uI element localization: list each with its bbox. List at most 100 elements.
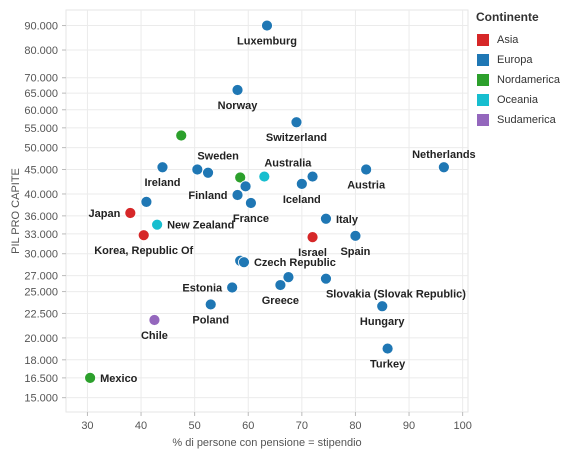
data-point[interactable] [148, 314, 161, 326]
legend-swatch [477, 54, 489, 66]
x-axis-title: % di persone con pensione = stipendio [172, 437, 361, 449]
legend-item-asia[interactable]: Asia [474, 30, 568, 50]
data-point[interactable] [156, 161, 169, 174]
y-tick-label: 27.000 [24, 271, 58, 283]
legend-item-oceania[interactable]: Oceania [474, 90, 568, 110]
x-tick-label: 80 [349, 420, 361, 432]
data-points [84, 19, 450, 384]
data-point[interactable] [234, 171, 247, 184]
y-tick-label: 55.000 [24, 123, 58, 135]
data-point[interactable] [295, 177, 308, 190]
data-point[interactable] [376, 300, 389, 313]
data-point[interactable] [204, 298, 217, 311]
data-point[interactable] [320, 272, 332, 285]
data-point[interactable] [258, 170, 271, 183]
y-tick-label: 25.000 [24, 287, 58, 299]
legend-label: Asia [497, 34, 519, 46]
point-label: Luxemburg [237, 36, 297, 48]
point-label: Italy [336, 214, 359, 226]
x-tick-label: 30 [81, 420, 93, 432]
data-point[interactable] [239, 180, 252, 193]
legend-label: Sudamerica [497, 114, 556, 126]
data-point[interactable] [245, 197, 257, 209]
y-tick-label: 20.000 [24, 333, 58, 345]
y-axis-ticks: 15.000 16.500 18.000 20.000 22.500 25.000 27.0… [24, 21, 66, 405]
data-point[interactable] [274, 279, 287, 291]
point-label: Korea, Republic Of [94, 245, 193, 257]
point-label: Czech Republic [254, 257, 336, 269]
y-tick-label: 18.000 [24, 355, 58, 367]
point-label: Hungary [360, 316, 406, 328]
x-tick-label: 100 [453, 420, 471, 432]
point-label: Ireland [144, 177, 180, 189]
point-label: Israel [298, 247, 327, 259]
point-label: Greece [262, 295, 299, 307]
y-tick-label: 90.000 [24, 21, 58, 33]
data-point[interactable] [360, 163, 373, 176]
legend-item-sudamerica[interactable]: Sudamerica [474, 110, 568, 130]
point-label: Iceland [283, 194, 321, 206]
x-tick-label: 40 [135, 420, 147, 432]
point-label: Chile [141, 330, 168, 342]
legend-swatch [477, 34, 489, 46]
x-tick-label: 70 [296, 420, 308, 432]
data-point[interactable] [320, 212, 332, 225]
y-tick-label: 16.500 [24, 373, 58, 385]
y-tick-label: 45.000 [24, 165, 58, 177]
data-point[interactable] [226, 281, 239, 294]
y-tick-label: 15.000 [24, 393, 58, 405]
data-point[interactable] [306, 231, 319, 243]
point-label: Turkey [370, 359, 406, 371]
point-labels: Luxemburg Norway Switzerland Netherlands Aus… [89, 36, 476, 385]
x-axis-ticks: 30 40 50 60 70 80 90 100 [81, 412, 472, 432]
data-point[interactable] [290, 116, 303, 129]
y-tick-label: 30.000 [24, 249, 58, 261]
data-point[interactable] [191, 163, 204, 176]
y-axis-title: PIL PRO CAPITE [10, 168, 22, 254]
point-label: New Zealand [167, 220, 234, 232]
legend-swatch [477, 114, 489, 126]
point-label: Switzerland [266, 132, 327, 144]
legend-swatch [477, 94, 489, 106]
y-tick-label: 80.000 [24, 45, 58, 57]
legend-label: Nordamerica [497, 74, 560, 86]
data-point[interactable] [137, 229, 150, 242]
point-label: Australia [264, 158, 312, 170]
x-tick-label: 60 [242, 420, 254, 432]
data-point[interactable] [202, 166, 214, 179]
data-point[interactable] [140, 196, 153, 208]
legend-swatch [477, 74, 489, 86]
point-label: Japan [89, 208, 121, 220]
data-point[interactable] [261, 19, 273, 32]
data-point[interactable] [231, 189, 244, 201]
point-label: Norway [218, 100, 259, 112]
data-point[interactable] [124, 207, 137, 219]
data-point[interactable] [84, 371, 97, 384]
legend-item-nordamerica[interactable]: Nordamerica [474, 70, 568, 90]
point-label: Mexico [100, 373, 138, 385]
data-point[interactable] [151, 218, 164, 231]
legend-item-europa[interactable]: Europa [474, 50, 568, 70]
x-tick-label: 50 [189, 420, 201, 432]
y-tick-label: 50.000 [24, 143, 58, 155]
y-tick-label: 40.000 [24, 189, 58, 201]
point-label: Poland [192, 314, 229, 326]
point-label: Spain [340, 246, 370, 258]
data-point[interactable] [231, 84, 244, 96]
data-point[interactable] [282, 271, 295, 284]
data-point[interactable] [175, 129, 188, 142]
data-point[interactable] [238, 256, 250, 269]
data-point[interactable] [437, 161, 450, 174]
data-point[interactable] [381, 342, 394, 355]
data-point[interactable] [349, 229, 362, 242]
y-tick-label: 60.000 [24, 105, 58, 117]
y-tick-label: 33.000 [24, 229, 58, 241]
point-label: Netherlands [412, 149, 476, 161]
data-point[interactable] [306, 170, 319, 183]
point-label: Slovakia (Slovak Republic) [326, 289, 466, 301]
point-label: Sweden [197, 151, 239, 163]
point-label: Austria [347, 180, 386, 192]
legend-title: Continente [476, 10, 539, 24]
legend-label: Oceania [497, 94, 538, 106]
